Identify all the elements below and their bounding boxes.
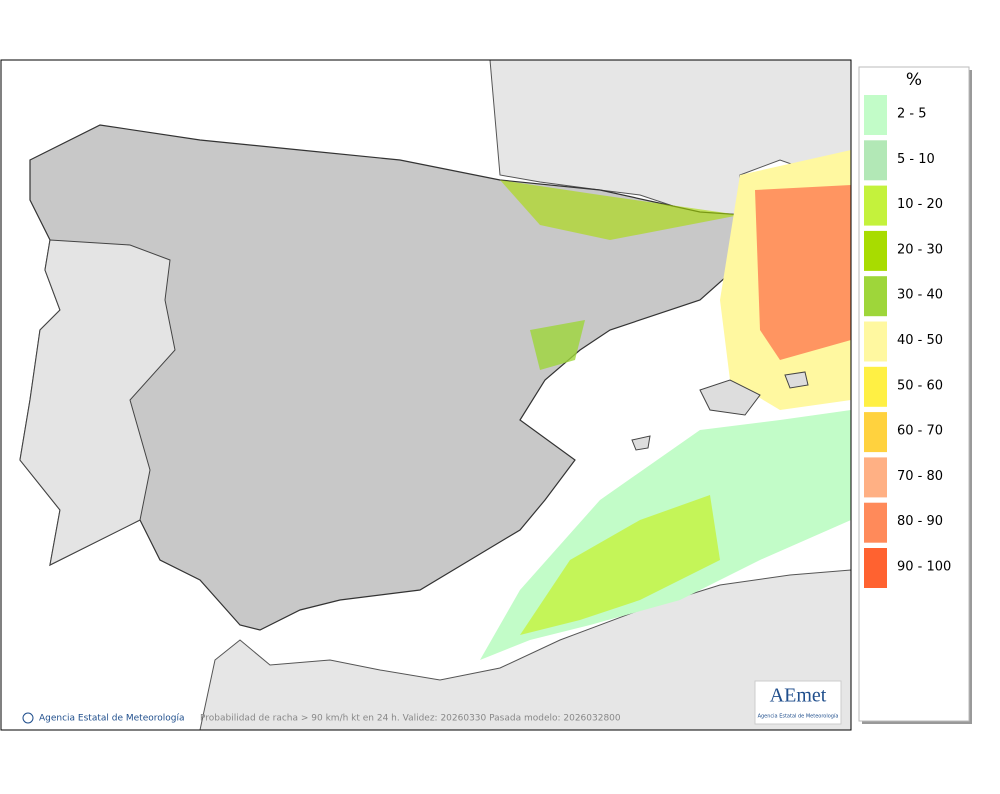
legend-swatch — [864, 412, 887, 453]
legend-label: 30 - 40 — [897, 288, 943, 303]
legend-label: 50 - 60 — [897, 378, 943, 393]
probability-area — [530, 320, 585, 370]
probability-area — [520, 495, 720, 635]
legend-swatch — [864, 502, 887, 543]
island — [699, 379, 761, 416]
legend-swatch — [864, 185, 887, 226]
legend-label: 2 - 5 — [897, 107, 927, 122]
legend-swatch — [864, 321, 887, 362]
island — [631, 435, 651, 451]
legend-swatch — [864, 95, 887, 135]
caption: Probabilidad de racha > 90 km/h kt en 24… — [200, 714, 621, 724]
probability-area — [755, 185, 851, 360]
africa — [199, 569, 851, 730]
legend-label: 60 - 70 — [897, 424, 943, 439]
legend: 2 - 5 5 - 10 10 - 20 20 - 30 30 - 40 40 - 50 5… — [864, 95, 951, 588]
portugal — [19, 239, 176, 566]
legend-swatch — [864, 230, 887, 271]
legend-title: % — [906, 70, 922, 90]
logo: AEmet — [770, 685, 827, 707]
map-area — [1, 60, 851, 730]
legend-swatch — [864, 276, 887, 317]
legend-swatch — [864, 548, 887, 588]
legend-label: 40 - 50 — [897, 333, 943, 348]
legend-label: 10 - 20 — [897, 197, 943, 212]
legend-label: 70 - 80 — [897, 469, 943, 484]
probability-area — [500, 180, 740, 240]
legend-label: 5 - 10 — [897, 152, 935, 167]
logo-subtitle: Agencia Estatal de Meteorología — [758, 713, 839, 720]
legend-label: 20 - 30 — [897, 242, 943, 257]
legend-label: 80 - 90 — [897, 514, 943, 529]
copyright-icon — [22, 712, 34, 724]
credit: Agencia Estatal de Meteorología — [39, 714, 185, 724]
legend-swatch — [864, 366, 887, 407]
legend-label: 90 - 100 — [897, 560, 951, 575]
island — [784, 371, 809, 389]
logo-box — [754, 680, 842, 725]
map-frame — [0, 59, 852, 731]
legend-swatch — [864, 140, 887, 181]
legend-swatch — [864, 457, 887, 498]
